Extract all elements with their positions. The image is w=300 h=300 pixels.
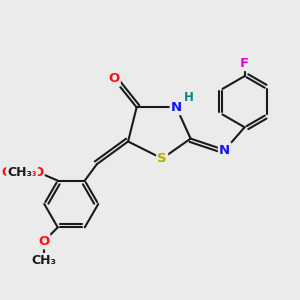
- Text: H: H: [184, 91, 194, 104]
- Text: O: O: [38, 235, 49, 248]
- Text: OCH₃: OCH₃: [2, 166, 37, 178]
- Text: O: O: [108, 72, 119, 86]
- Text: N: N: [219, 143, 230, 157]
- Text: O: O: [32, 166, 44, 178]
- Text: CH₃: CH₃: [31, 254, 56, 267]
- Text: N: N: [171, 101, 182, 114]
- Text: CH₃: CH₃: [7, 166, 32, 178]
- Text: F: F: [240, 57, 249, 70]
- Text: S: S: [158, 152, 167, 165]
